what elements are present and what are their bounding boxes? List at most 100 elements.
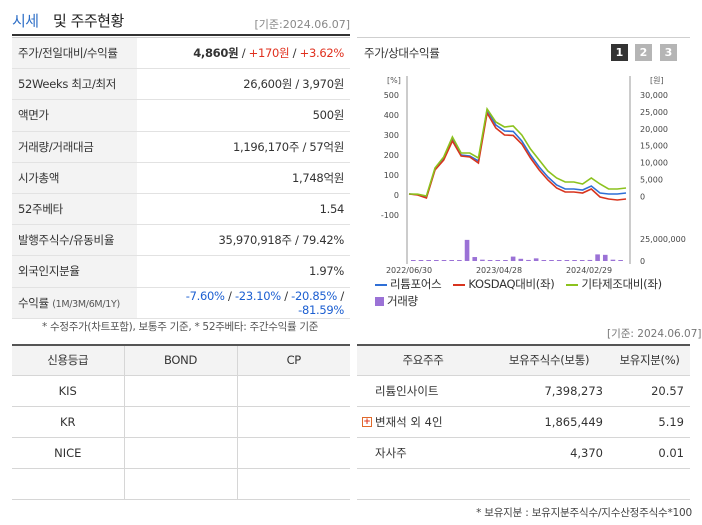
holder-pct: 20.57	[609, 375, 690, 407]
column-header: BOND	[123, 344, 237, 376]
info-key: 52Weeks 최고/최저	[12, 68, 137, 101]
price-change-value: 4,860원 / +170원 / +3.62%	[137, 36, 350, 70]
table-row: NICE	[12, 437, 350, 469]
volume-bar	[564, 260, 570, 261]
holder-shares: 4,370	[489, 437, 609, 469]
chart-page-1-button[interactable]: 1	[611, 44, 628, 61]
volume-bar	[464, 239, 470, 261]
volume-bar	[618, 260, 623, 261]
info-value: 1.54	[137, 193, 350, 226]
legend-item-industry: 기타제조대비(좌)	[566, 276, 662, 293]
bond-rating	[123, 375, 237, 407]
title-shareholders: 및 주주현황	[53, 12, 124, 30]
current-price: 4,860원	[193, 46, 239, 61]
left-tick-label: 0	[394, 191, 399, 200]
info-key: 거래량/거래대금	[12, 131, 137, 163]
volume-bar	[449, 260, 454, 261]
footnote-holding-ratio: * 보유지분 : 보유지분주식수/지수산정주식수*100	[476, 507, 692, 519]
table-row: 발행주식수/유동비율 35,970,918주 / 79.42%	[12, 224, 350, 257]
section-header: 시세 및 주주현황 [기준:2024.06.07]	[12, 6, 350, 36]
volume-bar	[579, 260, 585, 261]
series-line-1	[408, 107, 627, 198]
volume-bar	[533, 258, 539, 261]
column-header: 신용등급	[12, 344, 124, 376]
price-change-pct: +3.62%	[299, 46, 345, 61]
volume-bar	[518, 258, 524, 261]
volume-zero-label: 0	[640, 257, 645, 266]
legend-item-kosdaq: KOSDAQ대비(좌)	[453, 276, 555, 293]
volume-bar	[434, 260, 439, 261]
return-6m: -20.85%	[291, 288, 338, 303]
expand-plus-icon[interactable]: +	[362, 417, 372, 427]
holder-shares	[489, 468, 609, 500]
reference-date: [기준:2024.06.07]	[254, 18, 350, 31]
x-tick-label: 2024/02/29	[566, 266, 612, 275]
cp-rating	[236, 468, 350, 500]
table-row	[357, 468, 690, 500]
left-tick-label: -100	[381, 211, 399, 220]
holder-pct: 5.19	[609, 406, 690, 438]
holder-name: 리튬인사이트	[357, 375, 489, 407]
agency-name: KIS	[12, 375, 124, 407]
right-axis-unit: [원]	[650, 76, 664, 85]
info-key: 수익률 (1M/3M/6M/1Y)	[12, 287, 137, 319]
right-tick-label: 0	[640, 192, 645, 201]
volume-bar	[587, 259, 593, 261]
volume-bar	[480, 259, 485, 261]
legend-swatch	[566, 283, 579, 286]
table-row: 액면가 500원	[12, 99, 350, 132]
table-row: KIS	[12, 375, 350, 407]
volume-bar	[441, 260, 447, 261]
price-change: +170원	[248, 46, 290, 61]
info-value: 35,970,918주 / 79.42%	[137, 224, 350, 257]
right-tick-label: 5,000	[640, 176, 663, 185]
volume-bar	[510, 256, 516, 261]
price-return-chart: [%] [원] 500 400 300 200 100 0 -100 30,000 25,000 20…	[381, 76, 686, 275]
left-tick-label: 100	[384, 171, 399, 180]
holder-name: 변재석 외 4인	[375, 414, 443, 429]
column-header: 보유지분(%)	[609, 344, 690, 376]
volume-bar	[411, 260, 416, 261]
volume-bar	[556, 260, 562, 261]
holder-pct	[609, 468, 690, 500]
title-market-price: 시세	[12, 12, 39, 30]
volume-bar	[602, 254, 608, 261]
table-row: 리튬인사이트 7,398,273 20.57	[357, 375, 690, 407]
agency-name: KR	[12, 406, 124, 438]
volume-tick-label: 25,000,000	[640, 235, 686, 244]
left-tick-label: 400	[384, 111, 399, 120]
left-tick-label: 300	[384, 131, 399, 140]
volume-bar	[503, 260, 508, 261]
chart-page-2-button[interactable]: 2	[635, 44, 652, 61]
info-value: 1,748억원	[137, 162, 350, 194]
volume-bar	[487, 260, 493, 261]
bond-rating	[123, 468, 237, 500]
info-key: 주가/전일대비/수익률	[12, 36, 137, 70]
cp-rating	[236, 406, 350, 438]
chart-legend: 리튬포어스 KOSDAQ대비(좌) 기타제조대비(좌) 거래량	[375, 276, 690, 310]
table-row: 52주베타 1.54	[12, 193, 350, 226]
volume-bar	[541, 260, 547, 261]
series-line-2	[408, 110, 627, 201]
chart-page-3-button[interactable]: 3	[660, 44, 677, 61]
column-header: CP	[236, 344, 350, 376]
table-row: KR	[12, 406, 350, 438]
legend-item-volume: 거래량	[375, 293, 418, 310]
table-row: 외국인지분율 1.97%	[12, 255, 350, 288]
holder-shares: 7,398,273	[489, 375, 609, 407]
holder-name-cell: + 변재석 외 4인	[357, 406, 489, 438]
info-value: 500원	[137, 99, 350, 132]
chart-title: 주가/상대수익률	[364, 46, 440, 60]
reference-date-2: [기준: 2024.06.07]	[607, 328, 702, 340]
table-row: 시가총액 1,748억원	[12, 162, 350, 194]
agency-name	[12, 468, 124, 500]
x-tick-label: 2022/06/30	[386, 266, 432, 275]
table-row: 거래량/거래대금 1,196,170주 / 57억원	[12, 131, 350, 163]
return-1y: -81.59%	[298, 302, 344, 317]
info-key: 52주베타	[12, 193, 137, 226]
chart-panel: 주가/상대수익률 1 2 3 [%] [원] 500 400 300 200 100 0 -10…	[357, 37, 690, 312]
info-key: 외국인지분율	[12, 255, 137, 288]
x-tick-label: 2023/04/28	[476, 266, 522, 275]
volume-bar	[457, 260, 462, 261]
credit-rating-table: 신용등급 BOND CP KIS KR NICE	[12, 344, 350, 500]
